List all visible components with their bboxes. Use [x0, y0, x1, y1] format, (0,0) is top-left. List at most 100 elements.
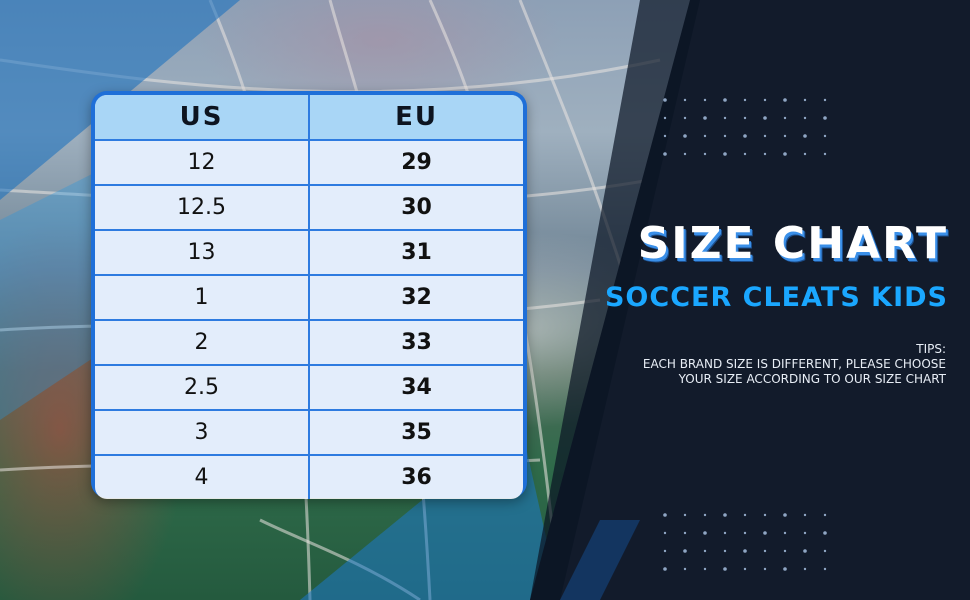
title-block: SIZE CHART SOCCER CLEATS KIDS [605, 218, 948, 318]
decor-dot [703, 531, 707, 535]
decor-dot [803, 549, 807, 553]
column-header-eu: EU [309, 95, 523, 141]
table-row: 12 29 [95, 140, 523, 186]
decor-dot [823, 152, 827, 156]
decor-dot [823, 116, 827, 120]
eu-size-cell: 32 [309, 275, 523, 321]
decor-dot [783, 567, 787, 571]
table-header-row: US EU [95, 95, 523, 141]
decor-dot [703, 134, 707, 138]
decor-dot [663, 116, 667, 120]
decor-dot [783, 116, 787, 120]
decor-dot [703, 116, 707, 120]
decor-dot [763, 567, 767, 571]
decor-dot [723, 549, 727, 553]
decor-dot [763, 98, 767, 102]
decor-dot [683, 152, 687, 156]
eu-size-cell: 36 [401, 465, 432, 490]
decor-dot [803, 116, 807, 120]
table-row: 1 32 [95, 275, 523, 321]
tips-line-2: YOUR SIZE ACCORDING TO OUR SIZE CHART [678, 372, 946, 386]
us-size-cell: 3 [95, 410, 310, 456]
eu-size-cell: 34 [309, 365, 523, 411]
decor-dot [803, 567, 807, 571]
eu-size-cell: 33 [309, 320, 523, 366]
decor-dot [823, 513, 827, 517]
decor-dot [723, 98, 727, 102]
decor-dot [723, 134, 727, 138]
eu-size-cell: 35 [309, 410, 523, 456]
decor-dot [743, 116, 747, 120]
us-size-cell: 2 [95, 320, 310, 366]
decor-dot [683, 116, 687, 120]
decor-dot [763, 531, 767, 535]
decor-dot [823, 134, 827, 138]
tips-note: TIPS: EACH BRAND SIZE IS DIFFERENT, PLEA… [643, 342, 946, 387]
tips-label: TIPS: [916, 342, 946, 356]
decor-dot [763, 116, 767, 120]
eu-size-cell: 30 [309, 185, 523, 231]
decor-dot [783, 531, 787, 535]
decor-dot [663, 134, 667, 138]
table-row: 13 31 [95, 230, 523, 276]
decor-dot [743, 98, 747, 102]
decor-dot [703, 567, 707, 571]
decor-dot [783, 134, 787, 138]
decor-dot [803, 98, 807, 102]
decorative-dots-top [663, 98, 827, 156]
decor-dot [783, 549, 787, 553]
decor-dot [683, 531, 687, 535]
decor-dot [663, 567, 667, 571]
decor-dot [783, 513, 787, 517]
decor-dot [723, 513, 727, 517]
decor-dot [743, 567, 747, 571]
us-size-cell: 1 [95, 275, 310, 321]
decor-dot [823, 549, 827, 553]
size-chart-table: US EU 12 29 12.5 30 13 31 1 32 2 [91, 91, 527, 499]
decor-dot [783, 98, 787, 102]
us-size-cell: 12 [95, 140, 310, 186]
decor-dot [723, 567, 727, 571]
decor-dot [723, 152, 727, 156]
eu-size-cell: 29 [309, 140, 523, 186]
table-row: 2.5 34 [95, 365, 523, 411]
tips-line-1: EACH BRAND SIZE IS DIFFERENT, PLEASE CHO… [642, 357, 946, 371]
decor-dot [823, 98, 827, 102]
decor-dot [723, 531, 727, 535]
column-header-us: US [95, 95, 310, 141]
decor-dot [763, 134, 767, 138]
decor-dot [663, 98, 667, 102]
decor-dot [763, 549, 767, 553]
us-size-cell: 2.5 [95, 365, 310, 411]
decor-dot [703, 98, 707, 102]
decor-dot [703, 549, 707, 553]
decor-dot [703, 513, 707, 517]
eu-size-cell: 31 [309, 230, 523, 276]
decor-dot [683, 98, 687, 102]
decor-dot [803, 513, 807, 517]
decorative-dots-bottom [663, 513, 827, 571]
page-title: SIZE CHART [637, 218, 948, 269]
decor-dot [703, 152, 707, 156]
decor-dot [763, 513, 767, 517]
decor-dot [823, 567, 827, 571]
decor-dot [743, 152, 747, 156]
page-subtitle: SOCCER CLEATS KIDS [604, 282, 948, 313]
decor-dot [743, 549, 747, 553]
decor-dot [783, 152, 787, 156]
decor-dot [803, 531, 807, 535]
decor-dot [803, 134, 807, 138]
decor-dot [683, 549, 687, 553]
decor-dot [663, 549, 667, 553]
decor-dot [803, 152, 807, 156]
decor-dot [663, 152, 667, 156]
us-size-cell: 4 [95, 455, 310, 499]
table-row: 12.5 30 [95, 185, 523, 231]
size-table: US EU 12 29 12.5 30 13 31 1 32 2 [95, 95, 523, 499]
decor-dot [823, 531, 827, 535]
decor-dot [683, 134, 687, 138]
us-size-cell: 12.5 [95, 185, 310, 231]
decor-dot [743, 513, 747, 517]
decor-dot [683, 513, 687, 517]
